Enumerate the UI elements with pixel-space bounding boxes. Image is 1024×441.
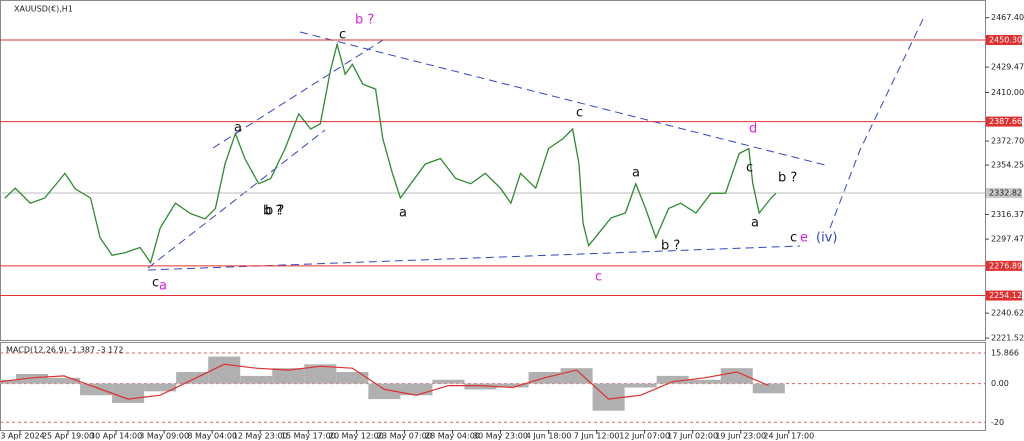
macd-bar xyxy=(656,375,689,384)
wave-label: c xyxy=(576,106,583,121)
x-tick-label: 30 Apr 14:00 xyxy=(90,432,142,441)
macd-bar xyxy=(400,383,433,396)
macd-bar xyxy=(592,383,625,411)
macd-bar xyxy=(368,383,401,400)
signal-line xyxy=(0,363,770,400)
y-tick-label: 2410.00 xyxy=(991,88,1024,97)
wave-label: a xyxy=(751,216,759,231)
wave-label: (iv) xyxy=(816,231,837,246)
current-price-label: 2332.82 xyxy=(989,189,1022,198)
x-tick-label: 25 Apr 19:00 xyxy=(42,432,94,441)
x-tick-label: 12 Jun 07:00 xyxy=(619,432,670,441)
x-tick-label: 12 May 23:00 xyxy=(233,432,288,441)
wave-label: a xyxy=(159,279,167,294)
x-tick-label: 17 Jun 02:00 xyxy=(667,432,718,441)
wave-label: c xyxy=(595,270,602,285)
wave-label: c xyxy=(152,276,159,291)
x-tick-label: 24 Jun 17:00 xyxy=(763,432,814,441)
level-tag xyxy=(986,116,1022,127)
macd-y-tick-label: 15.866 xyxy=(991,348,1019,357)
wave-label: d xyxy=(749,122,757,137)
y-tick-label: 2467.40 xyxy=(991,13,1024,22)
macd-bar xyxy=(272,368,305,384)
macd-bar xyxy=(144,383,177,392)
macd-bar xyxy=(752,383,785,394)
y-tick-label: 2297.47 xyxy=(991,235,1024,244)
macd-bar xyxy=(688,379,721,384)
wave-label: c xyxy=(339,28,346,43)
level-label: 2276.89 xyxy=(989,261,1022,270)
x-tick-label: 7 Jun 12:00 xyxy=(574,432,620,441)
macd-y-tick-label: 0.00 xyxy=(991,379,1009,388)
level-tag xyxy=(986,290,1022,301)
macd-bar xyxy=(112,383,145,403)
wave-label: b ? xyxy=(263,204,282,219)
macd-bar xyxy=(176,372,209,384)
current-price-tag xyxy=(986,188,1022,199)
wave-label: a xyxy=(632,166,640,181)
macd-bar xyxy=(464,383,497,390)
wave-label: c xyxy=(790,231,797,246)
wave-label: a xyxy=(234,121,242,136)
macd-bar xyxy=(720,368,753,384)
price-panel xyxy=(0,0,986,341)
wave-label: b ? xyxy=(265,204,284,219)
x-tick-label: 19 Jun 23:00 xyxy=(715,432,766,441)
price-chart: 2467.40 2429.47 2410.00 2372.70 2354.25 2316.… xyxy=(0,13,1024,441)
level-label: 2387.66 xyxy=(989,117,1022,126)
y-tick-label: 2240.62 xyxy=(991,309,1024,318)
symbol-title: XAUUSD(€),H1 xyxy=(14,5,73,14)
macd-bar xyxy=(304,364,337,384)
x-tick-label: 23 May 07:00 xyxy=(377,432,432,441)
y-tick-label: 2316.37 xyxy=(991,210,1024,219)
trend-line xyxy=(212,39,384,149)
y-tick-label: 2372.70 xyxy=(991,137,1024,146)
wave-label: b ? xyxy=(355,13,374,28)
level-label: 2450.30 xyxy=(989,35,1022,44)
macd-y-tick-label: -20 xyxy=(991,418,1004,427)
projection-line xyxy=(829,14,926,229)
x-tick-label: 20 May 12:00 xyxy=(329,432,384,441)
macd-chart: MACD(12,26,9) -1.387 -3.172 15.866 0.00 -2… xyxy=(0,346,1019,427)
x-tick-label: 28 May 04:00 xyxy=(425,432,480,441)
macd-bar xyxy=(336,372,369,384)
wave-label: e xyxy=(800,231,808,246)
level-label: 2254.12 xyxy=(989,291,1022,300)
macd-title: MACD(12,26,9) -1.387 -3.172 xyxy=(6,346,123,355)
wave-label: a xyxy=(399,206,407,221)
trend-line xyxy=(147,129,326,269)
x-tick-label: 23 Apr 2024 xyxy=(0,432,45,441)
macd-bar xyxy=(624,383,657,388)
macd-bar xyxy=(496,383,529,388)
macd-bar xyxy=(48,377,81,384)
level-tag xyxy=(986,34,1022,45)
x-tick-label: 4 Jun 18:00 xyxy=(526,432,572,441)
x-tick-label: 15 May 17:00 xyxy=(281,432,336,441)
macd-bar xyxy=(240,375,273,384)
macd-bar xyxy=(0,379,17,384)
level-tag xyxy=(986,260,1022,271)
price-line xyxy=(4,41,777,265)
x-tick-label: 8 May 04:00 xyxy=(187,432,237,441)
macd-bar xyxy=(432,379,465,384)
x-tick-label: 3 May 09:00 xyxy=(139,432,189,441)
macd-panel xyxy=(0,342,986,431)
wave-label: c xyxy=(746,161,753,176)
y-tick-label: 2429.47 xyxy=(991,63,1024,72)
macd-bar xyxy=(16,373,49,384)
y-tick-label: 2354.25 xyxy=(991,161,1024,170)
y-tick-label: 2221.52 xyxy=(991,334,1024,343)
x-tick-label: 30 May 23:00 xyxy=(473,432,528,441)
macd-bar xyxy=(80,383,113,396)
wave-label: b ? xyxy=(778,171,797,186)
wave-label: b ? xyxy=(661,239,680,254)
